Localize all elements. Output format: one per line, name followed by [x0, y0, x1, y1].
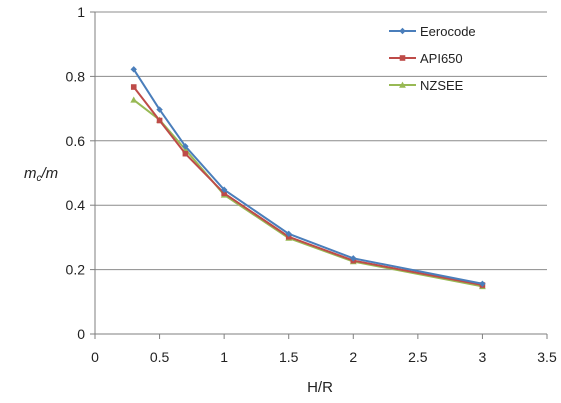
- legend-entry-api650: API650: [389, 51, 463, 66]
- series-eerocode: [130, 66, 486, 287]
- series-line-nzsee: [133, 99, 483, 288]
- axes: 0 0.2 0.4 0.6 0.8 1 0 0.5 1 1.5 2 2.5 3 3.5: [66, 4, 557, 365]
- series-lines: [130, 66, 486, 290]
- x-tick-label: 2.5: [408, 349, 428, 365]
- x-tick-label: 1: [220, 349, 228, 365]
- legend-marker-nzsee: [399, 81, 406, 88]
- x-tick-label: 1.5: [279, 349, 299, 365]
- x-tick-label: 2: [349, 349, 357, 365]
- y-tick-label: 0.8: [66, 68, 86, 84]
- legend-entry-eerocode: Eerocode: [389, 24, 476, 39]
- y-tick-label: 0.4: [66, 197, 86, 213]
- data-point-eerocode: [350, 255, 357, 262]
- x-tick-label: 3: [479, 349, 487, 365]
- data-point-nzsee: [130, 96, 138, 103]
- data-point-eerocode: [130, 66, 137, 73]
- x-tick-label: 3.5: [537, 349, 557, 365]
- x-tick-label: 0: [91, 349, 99, 365]
- y-tick-label: 0.6: [66, 133, 86, 149]
- data-point-eerocode: [220, 186, 228, 193]
- y-axis-title-subscript: c: [37, 173, 42, 184]
- series-line-api650: [132, 86, 483, 287]
- y-tick-label: 1: [77, 4, 85, 20]
- y-tick-label: 0.2: [66, 262, 86, 278]
- data-point-api650: [156, 117, 163, 124]
- legend-marker-api650: [399, 55, 406, 61]
- data-point-api650: [182, 150, 189, 157]
- series-line-eerocode: [132, 68, 483, 285]
- series-nzsee: [130, 96, 486, 290]
- y-axis-title: mc/m: [24, 165, 58, 184]
- legend-label-eerocode: Eerocode: [420, 24, 476, 39]
- x-axis-title: H/R: [307, 379, 333, 396]
- y-tick-label: 0: [77, 326, 85, 342]
- legend-label-nzsee: NZSEE: [420, 78, 464, 93]
- y-axis-title-main: m: [24, 165, 37, 182]
- legend: Eerocode API650 NZSEE: [389, 24, 476, 93]
- x-tick-label: 0.5: [150, 349, 170, 365]
- data-point-api650: [130, 84, 137, 90]
- gridlines: [95, 11, 547, 271]
- legend-marker-eerocode: [399, 27, 406, 35]
- data-point-api650: [221, 190, 227, 197]
- legend-label-api650: API650: [420, 51, 463, 66]
- y-axis-title-tail: /m: [41, 165, 59, 182]
- data-point-eerocode: [182, 143, 189, 150]
- data-point-eerocode: [285, 230, 292, 238]
- series-api650: [130, 84, 486, 288]
- data-point-eerocode: [156, 106, 163, 113]
- data-point-eerocode: [479, 280, 486, 287]
- legend-entry-nzsee: NZSEE: [389, 78, 464, 93]
